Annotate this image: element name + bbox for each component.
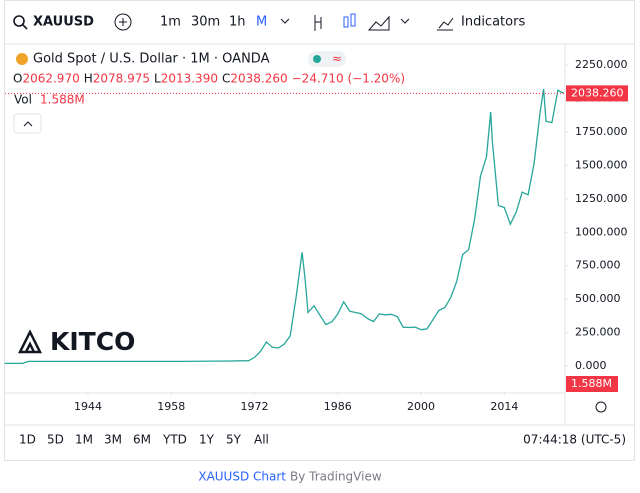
- y-tick-label: 500.000: [575, 292, 621, 305]
- market-status: [313, 55, 321, 63]
- settings-icon[interactable]: [595, 401, 607, 413]
- style-dropdown[interactable]: [400, 18, 410, 24]
- symbol-logo: [16, 53, 28, 65]
- x-tick-label: 1986: [324, 400, 352, 413]
- delay-icon: ≈: [332, 52, 342, 66]
- collapse-button[interactable]: [13, 113, 42, 134]
- change: −24.710 (−1.20%): [292, 72, 405, 86]
- range-button[interactable]: 3M: [104, 433, 122, 447]
- symbol[interactable]: XAUUSD: [33, 15, 94, 30]
- status-badge: [308, 51, 346, 67]
- x-tick-label: 2014: [490, 400, 518, 413]
- search-icon: [22, 24, 28, 30]
- widget-frame: [4, 0, 635, 461]
- add-symbol[interactable]: [114, 13, 132, 31]
- ohlc-label: C: [222, 72, 230, 86]
- x-tick-label: 1958: [157, 400, 185, 413]
- clock: 07:44:18 (UTC-5): [523, 433, 626, 447]
- interval[interactable]: 1h: [229, 15, 246, 30]
- range-button[interactable]: 5D: [47, 433, 64, 447]
- kitco-logo: KITCO: [50, 327, 135, 356]
- interval[interactable]: 1m: [160, 15, 181, 30]
- last-price-label: 2038.260: [571, 86, 624, 99]
- range-button[interactable]: 5Y: [226, 433, 242, 447]
- indicators-button[interactable]: Indicators: [461, 15, 525, 30]
- interval[interactable]: M: [256, 15, 267, 30]
- candles-icon: [350, 13, 356, 27]
- volume-label: 1.588M: [571, 377, 612, 390]
- area-icon[interactable]: [367, 15, 390, 31]
- range-button[interactable]: 6M: [133, 433, 151, 447]
- y-tick-label: 0.000: [575, 359, 607, 372]
- ohlc-value: 2062.970: [22, 72, 79, 86]
- legend-title: Gold Spot / U.S. Dollar · 1M · OANDA: [33, 52, 270, 67]
- last-price-badge: [566, 85, 628, 102]
- y-tick-label: 750.000: [575, 259, 621, 272]
- interval[interactable]: 30m: [191, 15, 220, 30]
- ohlc-value: 2013.390: [161, 72, 218, 86]
- chart-link[interactable]: XAUUSD Chart: [198, 470, 286, 484]
- search-icon[interactable]: [13, 15, 25, 27]
- bars-icon[interactable]: [314, 15, 322, 31]
- range-button[interactable]: All: [254, 433, 269, 447]
- y-tick-label: 1250.000: [575, 192, 628, 205]
- ohlc-value: 2078.975: [93, 72, 150, 86]
- ohlc-label: L: [154, 72, 161, 86]
- collapse-icon: [23, 121, 33, 127]
- interval-dropdown[interactable]: [280, 18, 290, 24]
- y-tick-label: 250.000: [575, 326, 621, 339]
- y-tick-label: 1000.000: [575, 225, 628, 238]
- y-tick-label: 2250.000: [575, 58, 628, 71]
- vol-value: 1.588M: [40, 93, 85, 107]
- kitco-mark: [17, 329, 43, 354]
- attribution: By TradingView: [290, 470, 382, 484]
- range-button[interactable]: 1M: [75, 433, 93, 447]
- x-tick-label: 2000: [407, 400, 435, 413]
- vol-label: Vol: [14, 93, 32, 107]
- volume-badge: [566, 376, 618, 392]
- x-tick-label: 1944: [74, 400, 102, 413]
- ohlc-value: 2038.260: [230, 72, 287, 86]
- price-line: [4, 89, 565, 365]
- range-button[interactable]: 1Y: [199, 433, 215, 447]
- ohlc-label: H: [84, 72, 93, 86]
- x-tick-label: 1972: [241, 400, 269, 413]
- y-tick-label: 1750.000: [575, 125, 628, 138]
- ohlc-label: O: [13, 72, 22, 86]
- add-symbol-icon: [119, 18, 127, 26]
- candles-icon[interactable]: [343, 16, 349, 28]
- range-button[interactable]: YTD: [162, 433, 187, 447]
- indicators-icon[interactable]: [437, 17, 454, 31]
- range-button[interactable]: 1D: [19, 433, 36, 447]
- y-tick-label: 1500.000: [575, 158, 628, 171]
